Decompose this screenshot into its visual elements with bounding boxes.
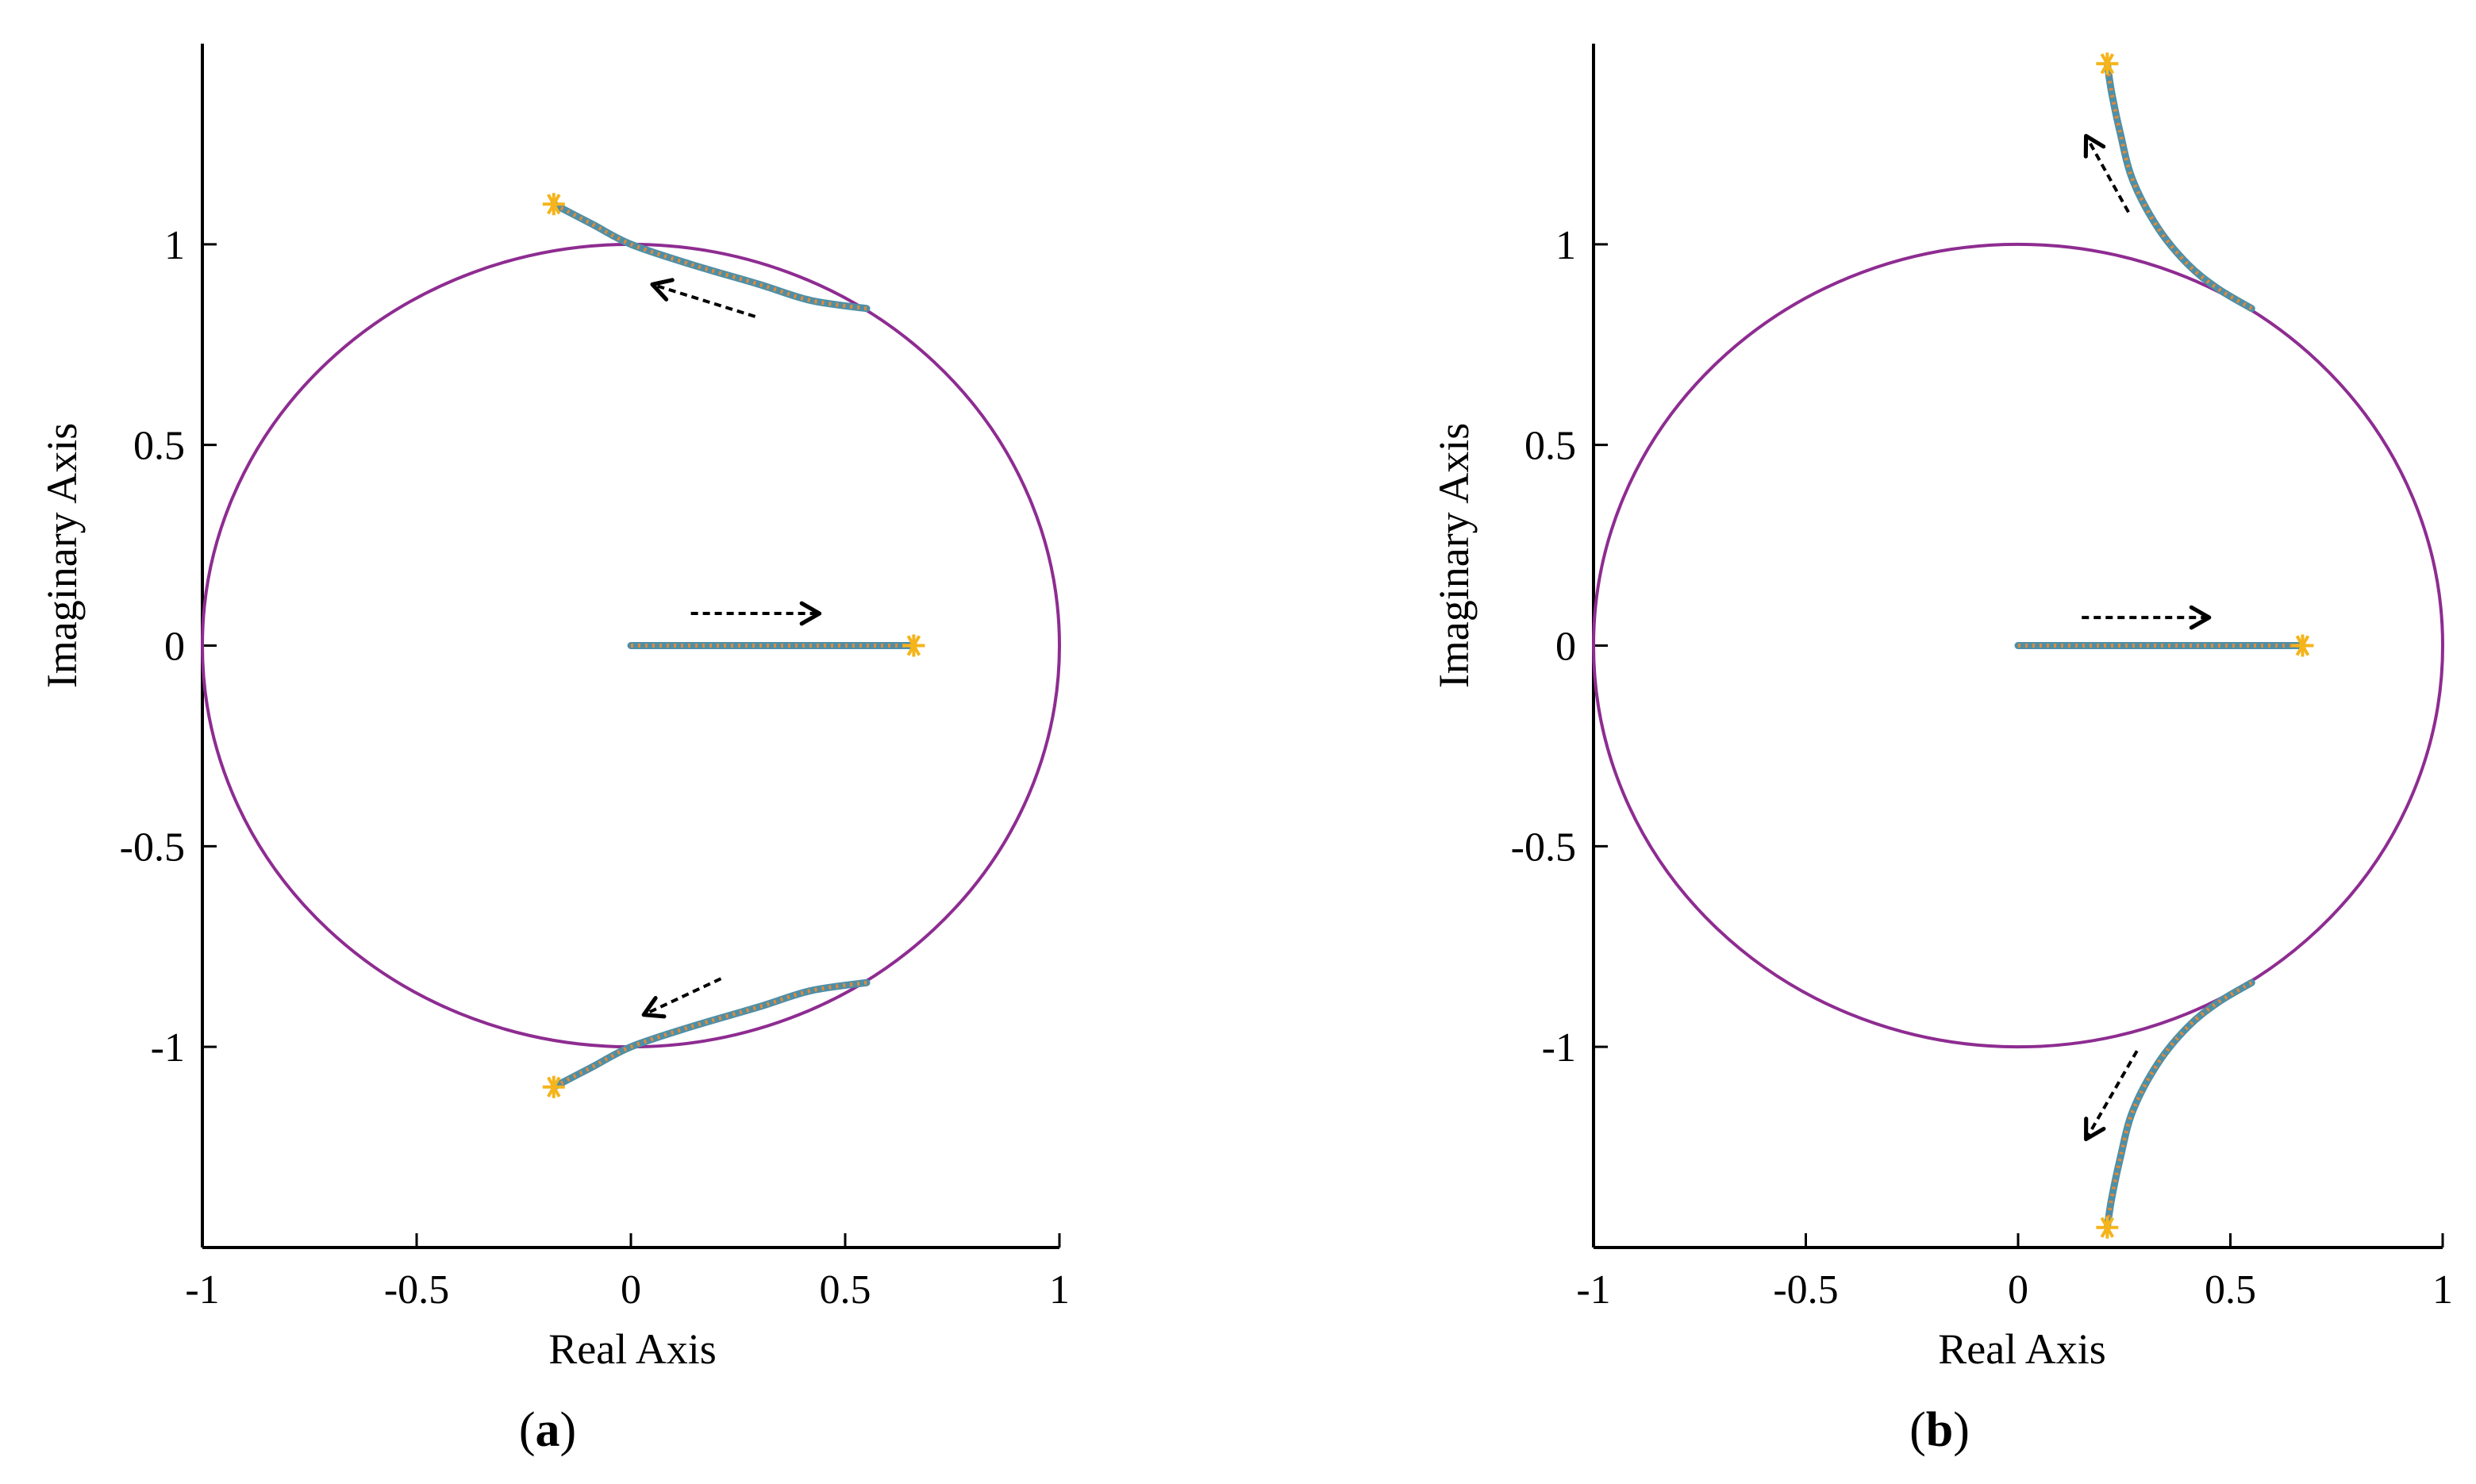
y-tick-label: -0.5: [120, 825, 185, 870]
x-tick-label: 0.5: [820, 1267, 871, 1313]
direction-arrow: [641, 977, 722, 1019]
direction-arrow: [2083, 133, 2130, 213]
y-tick-label: -1: [1542, 1025, 1576, 1071]
end-marker: [2291, 634, 2314, 657]
end-marker: [902, 634, 925, 657]
locus-branch: [550, 978, 871, 1091]
x-tick-label: -1: [1576, 1267, 1610, 1313]
locus-branch-overlay: [2105, 981, 2253, 1228]
x-axis-title: Real Axis: [548, 1325, 717, 1373]
y-tick-label: 0: [1555, 625, 1576, 670]
end-marker: [542, 1075, 565, 1098]
plot-panel-a: -1 -0.5 0 0.5 1 -1 -0.5 0 0.5 1 Real Axis Imagina…: [38, 44, 1070, 1457]
y-tick-label: 0.5: [133, 424, 185, 469]
y-tick-label: -0.5: [1511, 825, 1576, 870]
locus-branch: [2103, 60, 2255, 313]
x-tick-label: -1: [185, 1267, 219, 1313]
y-tick-label: 0.5: [1524, 424, 1576, 469]
plot-area-b: -1 -0.5 0 0.5 1 -1 -0.5 0 0.5 1: [1511, 44, 2453, 1313]
locus-branch-overlay: [552, 980, 867, 1089]
y-axis-title: Imaginary Axis: [1430, 423, 1478, 688]
end-marker: [542, 193, 565, 216]
y-tick-label: -1: [151, 1025, 185, 1071]
x-tick-label: 0: [621, 1267, 641, 1313]
x-tick-label: 1: [1049, 1267, 1070, 1313]
end-marker: [2096, 52, 2119, 75]
x-tick-label: -0.5: [384, 1267, 449, 1313]
panel-label-a: (a): [519, 1403, 576, 1457]
end-marker: [2096, 1216, 2119, 1239]
locus-branch-overlay: [552, 202, 867, 311]
x-axis-title: Real Axis: [1938, 1325, 2106, 1373]
unit-circle: [1592, 242, 2444, 1049]
y-axis-title: Imaginary Axis: [38, 423, 86, 688]
x-tick-label: -0.5: [1773, 1267, 1838, 1313]
y-tick-label: 1: [164, 223, 185, 268]
direction-arrow: [650, 278, 756, 318]
plot-area-a: -1 -0.5 0 0.5 1 -1 -0.5 0 0.5 1: [120, 44, 1070, 1313]
direction-arrow: [2084, 1050, 2139, 1142]
y-tick-label: 1: [1555, 223, 1576, 268]
x-tick-label: 0.5: [2205, 1267, 2256, 1313]
locus-branch-overlay: [2105, 63, 2253, 310]
locus-branch: [550, 200, 871, 313]
x-tick-label: 0: [2008, 1267, 2028, 1313]
x-tick-label: 1: [2432, 1267, 2453, 1313]
locus-branch: [2103, 978, 2255, 1232]
panel-label-b: (b): [1909, 1403, 1970, 1457]
plot-panel-b: -1 -0.5 0 0.5 1 -1 -0.5 0 0.5 1 Real Axis Imagina…: [1430, 44, 2453, 1457]
y-tick-label: 0: [164, 625, 185, 670]
